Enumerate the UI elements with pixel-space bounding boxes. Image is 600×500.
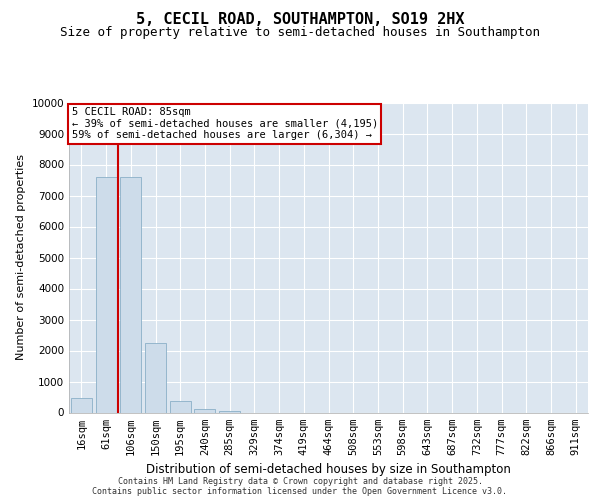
Bar bbox=[120, 177, 141, 412]
Bar bbox=[95, 177, 116, 412]
Text: 5, CECIL ROAD, SOUTHAMPTON, SO19 2HX: 5, CECIL ROAD, SOUTHAMPTON, SO19 2HX bbox=[136, 12, 464, 28]
Text: Size of property relative to semi-detached houses in Southampton: Size of property relative to semi-detach… bbox=[60, 26, 540, 39]
Bar bbox=[145, 343, 166, 412]
Bar bbox=[71, 398, 92, 412]
Bar bbox=[170, 400, 191, 412]
Text: Contains public sector information licensed under the Open Government Licence v3: Contains public sector information licen… bbox=[92, 488, 508, 496]
Text: Contains HM Land Registry data © Crown copyright and database right 2025.: Contains HM Land Registry data © Crown c… bbox=[118, 478, 482, 486]
Bar bbox=[194, 409, 215, 412]
Y-axis label: Number of semi-detached properties: Number of semi-detached properties bbox=[16, 154, 26, 360]
Text: 5 CECIL ROAD: 85sqm
← 39% of semi-detached houses are smaller (4,195)
59% of sem: 5 CECIL ROAD: 85sqm ← 39% of semi-detach… bbox=[71, 107, 378, 140]
Bar bbox=[219, 410, 240, 412]
X-axis label: Distribution of semi-detached houses by size in Southampton: Distribution of semi-detached houses by … bbox=[146, 463, 511, 476]
